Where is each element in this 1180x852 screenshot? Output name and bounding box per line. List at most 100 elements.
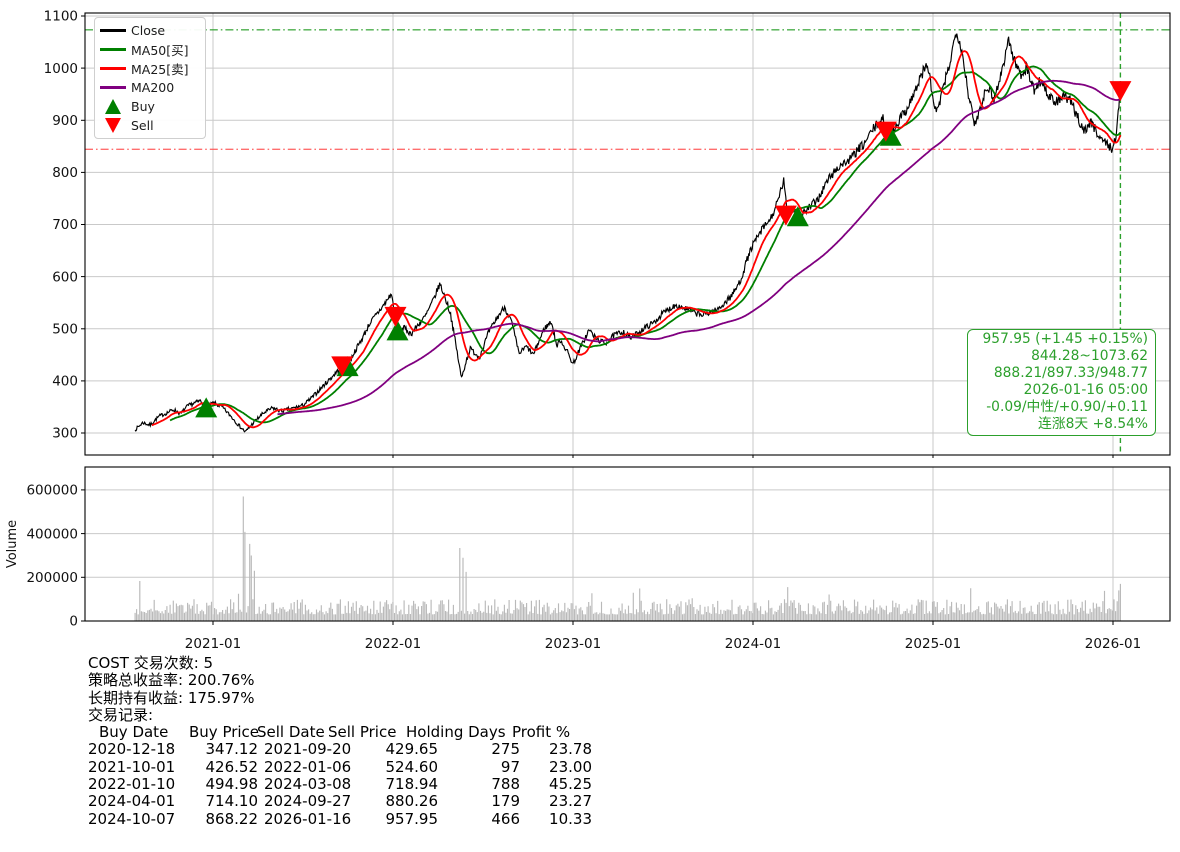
y-tick-label: 700 bbox=[52, 217, 78, 233]
price-plot-frame bbox=[84, 12, 1171, 456]
trade-cell: 45.25 bbox=[549, 775, 592, 794]
trade-count-line: COST 交易次数: 5 bbox=[88, 654, 214, 672]
ma50-line-swatch bbox=[100, 48, 126, 52]
trade-cell: 2020-12-18 bbox=[88, 740, 176, 759]
trade-cell: 179 bbox=[491, 792, 520, 811]
legend-item-close: Close bbox=[95, 22, 205, 40]
ma25-line-swatch bbox=[100, 67, 126, 71]
y-tick-label: 400 bbox=[52, 374, 78, 390]
trade-records-label: 交易记录: bbox=[88, 705, 154, 724]
trade-record-row: 2024-04-01 714.10 2024-09-27 880.26 179 23.27 bbox=[88, 792, 688, 811]
trade-cell: 2021-09-20 bbox=[264, 740, 352, 759]
y-tick-label: 900 bbox=[52, 113, 78, 129]
ma200-line-swatch bbox=[100, 85, 126, 89]
trade-col-header: Sell Price bbox=[328, 723, 397, 742]
sell-marker bbox=[331, 356, 354, 377]
annotation-price-line: 957.95 (+1.45 +0.15%) bbox=[982, 331, 1148, 347]
trade-cell: 97 bbox=[500, 757, 520, 776]
strategy-return-line: 策略总收益率: 200.76% bbox=[88, 671, 255, 690]
legend-label: MA50[买] bbox=[131, 43, 189, 59]
chart-legend: Close MA50[买] MA25[卖] MA200 Buy Sell bbox=[94, 17, 206, 139]
y-tick-label: 300 bbox=[52, 426, 78, 442]
buyhold-return-line: 长期持有收益: 175.97% bbox=[88, 688, 255, 707]
trade-cell: 466 bbox=[491, 809, 520, 828]
volume-tick-label: 0 bbox=[69, 614, 78, 630]
legend-item-buy: Buy bbox=[95, 97, 205, 115]
trade-cell: 347.12 bbox=[205, 740, 259, 759]
trade-record-row: 2021-10-01 426.52 2022-01-06 524.60 97 23.00 bbox=[88, 757, 688, 776]
legend-label: Close bbox=[131, 23, 166, 39]
legend-swatch-wrap bbox=[95, 117, 131, 133]
trade-cell: 788 bbox=[491, 775, 520, 794]
trade-record-row: 2022-01-10 494.98 2024-03-08 718.94 788 45.25 bbox=[88, 775, 688, 794]
annotation-range-line: 844.28~1073.62 bbox=[1031, 348, 1148, 365]
buy-marker-icon bbox=[105, 98, 121, 114]
x-tick-label: 2022-01 bbox=[365, 636, 421, 652]
gridlines bbox=[85, 13, 1170, 622]
y-tick-label: 500 bbox=[52, 322, 78, 338]
sell-marker-icon bbox=[105, 117, 121, 133]
annotation-ma-line: 888.21/897.33/948.77 bbox=[993, 365, 1148, 382]
trade-record-row: 2020-12-18 347.12 2021-09-20 429.65 275 23.78 bbox=[88, 740, 688, 759]
trade-cell: 2024-10-07 bbox=[88, 809, 176, 828]
buy-marker bbox=[386, 320, 409, 341]
legend-swatch-wrap bbox=[95, 85, 131, 89]
trade-markers bbox=[195, 81, 1132, 418]
trade-cell: 868.22 bbox=[205, 809, 259, 828]
y-tick-label: 800 bbox=[52, 165, 78, 181]
trade-record-row: 2024-10-07 868.22 2026-01-16 957.95 466 10.33 bbox=[88, 809, 688, 828]
price-lines bbox=[134, 33, 1122, 433]
trade-col-header: Holding Days bbox=[406, 723, 506, 742]
volume-tick-label: 200000 bbox=[26, 570, 78, 586]
legend-swatch-wrap bbox=[95, 29, 131, 33]
buy-marker bbox=[879, 125, 902, 146]
trade-cell: 2022-01-06 bbox=[264, 757, 352, 776]
price-annotation-box: 957.95 (+1.45 +0.15%) 844.28~1073.62 888… bbox=[967, 329, 1156, 436]
trade-col-header: Buy Date bbox=[99, 723, 169, 742]
x-tick-label: 2024-01 bbox=[725, 636, 781, 652]
trade-cell: 957.95 bbox=[385, 809, 439, 828]
x-tick-label: 2023-01 bbox=[545, 636, 601, 652]
trade-cell: 2021-10-01 bbox=[88, 757, 176, 776]
trade-cell: 275 bbox=[491, 740, 520, 759]
volume-tick-label: 600000 bbox=[26, 483, 78, 499]
annotation-signal-line: -0.09/中性/+0.90/+0.11 bbox=[986, 399, 1148, 416]
trade-cell: 2024-04-01 bbox=[88, 792, 176, 811]
sell-marker bbox=[384, 306, 407, 327]
trade-cell: 23.00 bbox=[549, 757, 592, 776]
sell-marker bbox=[874, 121, 897, 142]
trade-cell: 880.26 bbox=[385, 792, 439, 811]
x-tick-label: 2021-01 bbox=[185, 636, 241, 652]
legend-label: Buy bbox=[131, 98, 155, 114]
legend-swatch-wrap bbox=[95, 67, 131, 71]
trade-cell: 10.33 bbox=[549, 809, 592, 828]
trade-cell: 429.65 bbox=[385, 740, 439, 759]
x-tick-label: 2025-01 bbox=[905, 636, 961, 652]
trade-cell: 714.10 bbox=[205, 792, 259, 811]
trade-col-header: Buy Price bbox=[189, 723, 260, 742]
legend-item-ma25: MA25[卖] bbox=[95, 60, 205, 78]
trade-table-header: Buy Date Buy Price Sell Date Sell Price Hold… bbox=[88, 723, 688, 742]
axes bbox=[81, 12, 1171, 625]
sell-marker bbox=[774, 205, 797, 226]
trade-cell: 2022-01-10 bbox=[88, 775, 176, 794]
trade-cell: 23.78 bbox=[549, 740, 592, 759]
annotation-streak-line: 连涨8天 +8.54% bbox=[1038, 416, 1148, 433]
ma-line-200 bbox=[277, 79, 1121, 416]
legend-swatch-wrap bbox=[95, 98, 131, 114]
trade-cell: 494.98 bbox=[205, 775, 259, 794]
volume-bars bbox=[134, 496, 1121, 621]
y-tick-label: 600 bbox=[52, 269, 78, 285]
close-line-swatch bbox=[100, 29, 126, 33]
legend-label: MA25[卖] bbox=[131, 62, 189, 78]
legend-item-sell: Sell bbox=[95, 116, 205, 134]
legend-swatch-wrap bbox=[95, 48, 131, 52]
trade-cell: 426.52 bbox=[205, 757, 259, 776]
legend-label: MA200 bbox=[131, 79, 175, 95]
strategy-stats-block: COST 交易次数: 5 策略总收益率: 200.76% 长期持有收益: 175… bbox=[88, 654, 688, 828]
trade-cell: 23.27 bbox=[549, 792, 592, 811]
trade-col-header: Sell Date bbox=[257, 723, 325, 742]
trade-col-header: Profit % bbox=[512, 723, 571, 742]
annotation-date-line: 2026-01-16 05:00 bbox=[1023, 382, 1148, 399]
